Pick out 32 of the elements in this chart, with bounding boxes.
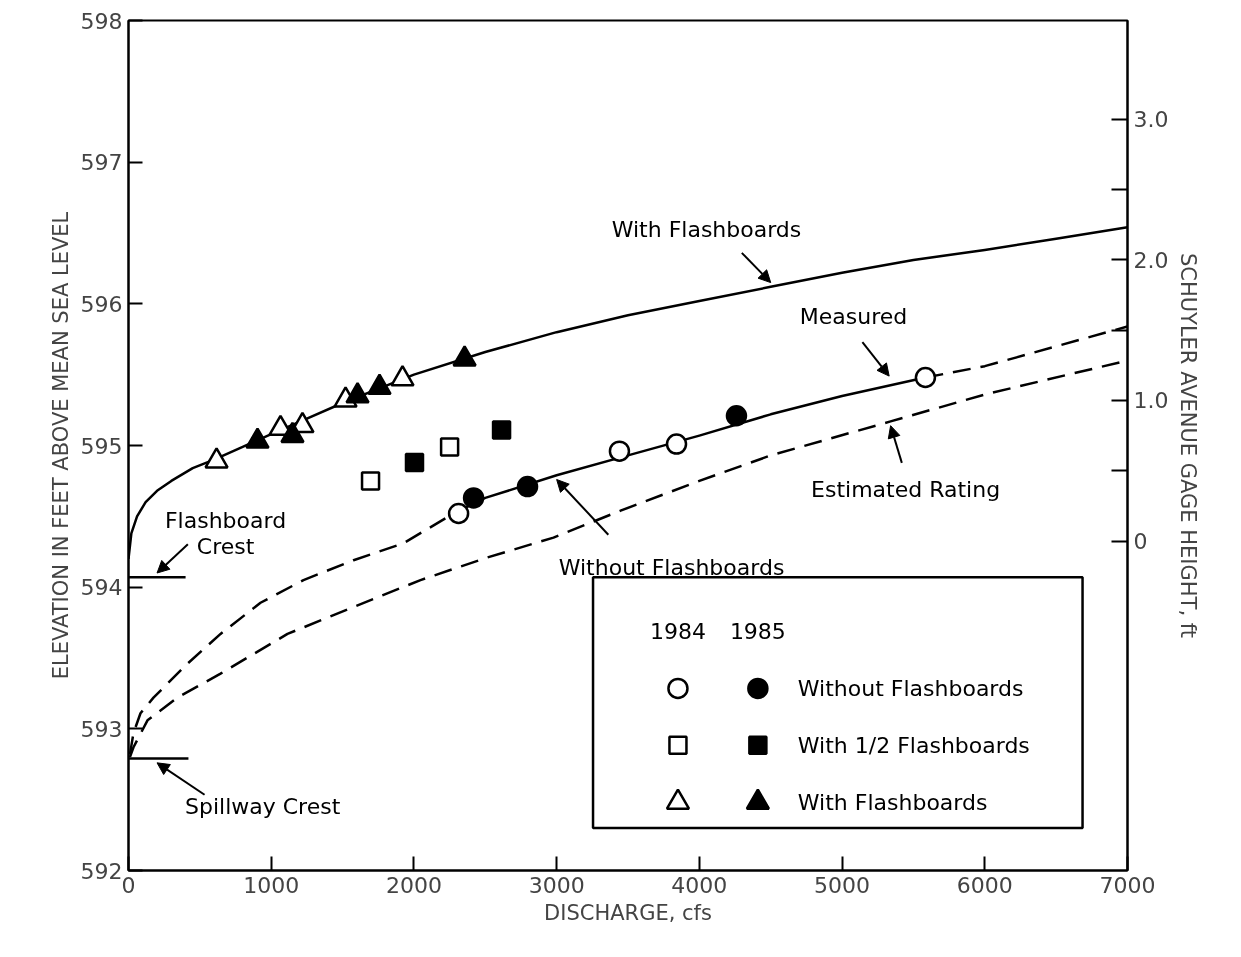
- x-tick-label: 6000: [956, 872, 1013, 898]
- x-tick-label: 1000: [243, 872, 300, 898]
- y2-tick-label: 3.0: [1133, 107, 1169, 133]
- annotation: Spillway Crest: [185, 794, 341, 820]
- y-tick-label: 594: [80, 575, 123, 601]
- annotation: Flashboard Crest: [164, 507, 287, 559]
- annotation: Without Flashboards: [558, 554, 785, 580]
- x-tick-label: 5000: [814, 872, 871, 898]
- y2-axis-title: SCHUYLER AVENUE GAGE HEIGHT, ft: [1176, 252, 1201, 639]
- legend-label: Without Flashboards: [797, 675, 1024, 701]
- y-tick-label: 595: [80, 433, 123, 459]
- legend-label: With Flashboards: [797, 789, 988, 815]
- annotation: Estimated Rating: [811, 476, 1001, 502]
- y-tick-label: 596: [80, 291, 123, 317]
- legend-title: 1984 1985: [649, 619, 786, 645]
- annotation: With Flashboards: [611, 216, 802, 242]
- y-tick-label: 593: [80, 716, 123, 742]
- annotation: Measured: [799, 304, 908, 330]
- y2-tick-label: 2.0: [1133, 247, 1169, 273]
- y-tick-label: 598: [80, 8, 123, 34]
- y-axis-title: ELEVATION IN FEET ABOVE MEAN SEA LEVEL: [48, 211, 73, 680]
- y2-tick-label: 1.0: [1133, 388, 1169, 414]
- y2-tick-label: 0: [1133, 529, 1148, 555]
- x-tick-label: 4000: [671, 872, 728, 898]
- x-tick-label: 0: [121, 872, 136, 898]
- y-tick-label: 592: [80, 858, 123, 884]
- y-tick-label: 597: [80, 150, 123, 176]
- legend-label: With 1/2 Flashboards: [797, 732, 1030, 758]
- x-tick-label: 7000: [1099, 872, 1156, 898]
- x-axis-title: DISCHARGE, cfs: [544, 900, 712, 925]
- x-tick-label: 2000: [385, 872, 442, 898]
- x-tick-label: 3000: [528, 872, 585, 898]
